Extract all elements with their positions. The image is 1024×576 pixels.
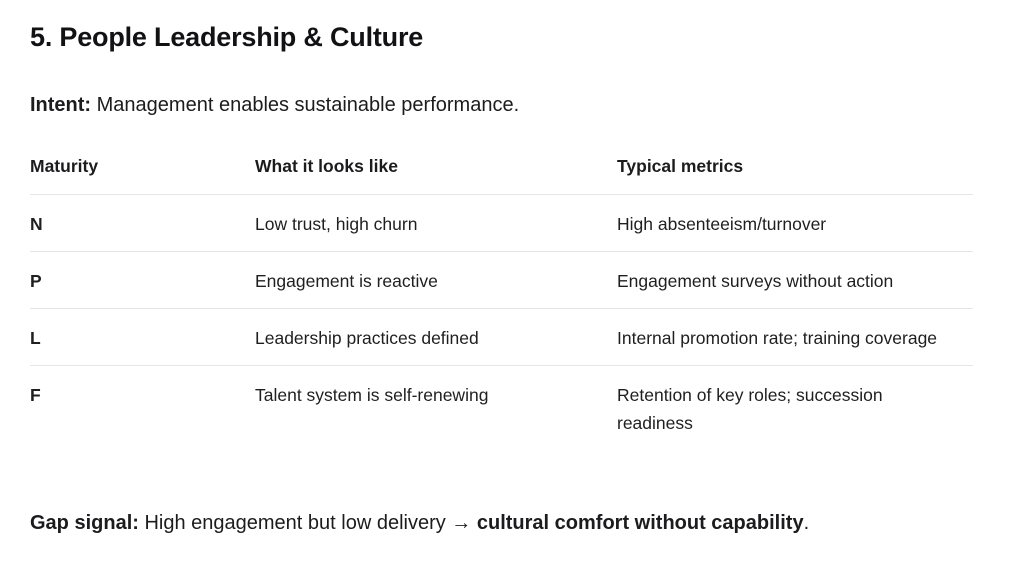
table-row: F Talent system is self-renewing Retenti… bbox=[30, 366, 973, 451]
gap-signal-line: Gap signal: High engagement but low deli… bbox=[30, 509, 973, 537]
gap-signal-text: High engagement but low delivery → bbox=[138, 512, 477, 534]
maturity-level-cell: F bbox=[30, 385, 41, 405]
looks-like-cell: Low trust, high churn bbox=[255, 194, 617, 252]
metrics-cell: High absenteeism/turnover bbox=[617, 194, 973, 252]
table-row: L Leadership practices defined Internal … bbox=[30, 308, 973, 366]
table-header-row: Maturity What it looks like Typical metr… bbox=[30, 154, 973, 195]
metrics-cell: Engagement surveys without action bbox=[617, 251, 973, 309]
column-header-metrics: Typical metrics bbox=[617, 154, 973, 195]
column-header-maturity: Maturity bbox=[30, 154, 255, 195]
intent-label: Intent: bbox=[30, 94, 92, 116]
maturity-level-cell: P bbox=[30, 251, 255, 309]
gap-signal-emphasis: cultural comfort without capability bbox=[476, 512, 804, 534]
maturity-level-cell: N bbox=[30, 194, 255, 252]
metrics-cell: Retention of key roles; succession readi… bbox=[617, 385, 883, 433]
intent-text: Management enables sustainable performan… bbox=[91, 94, 520, 116]
maturity-table: Maturity What it looks like Typical metr… bbox=[30, 154, 973, 450]
metrics-cell: Internal promotion rate; training covera… bbox=[617, 308, 973, 366]
table-row: P Engagement is reactive Engagement surv… bbox=[30, 251, 973, 309]
looks-like-cell: Engagement is reactive bbox=[255, 251, 617, 309]
gap-signal-period: . bbox=[803, 512, 810, 534]
section-title: 5. People Leadership & Culture bbox=[30, 22, 424, 52]
intent-line: Intent: Management enables sustainable p… bbox=[30, 91, 973, 119]
maturity-level-cell: L bbox=[30, 308, 255, 366]
gap-signal-label: Gap signal: bbox=[30, 512, 139, 534]
table-row: N Low trust, high churn High absenteeism… bbox=[30, 194, 973, 252]
looks-like-cell: Leadership practices defined bbox=[255, 308, 617, 366]
column-header-looks-like: What it looks like bbox=[255, 154, 617, 195]
looks-like-cell: Talent system is self-renewing bbox=[255, 385, 489, 405]
